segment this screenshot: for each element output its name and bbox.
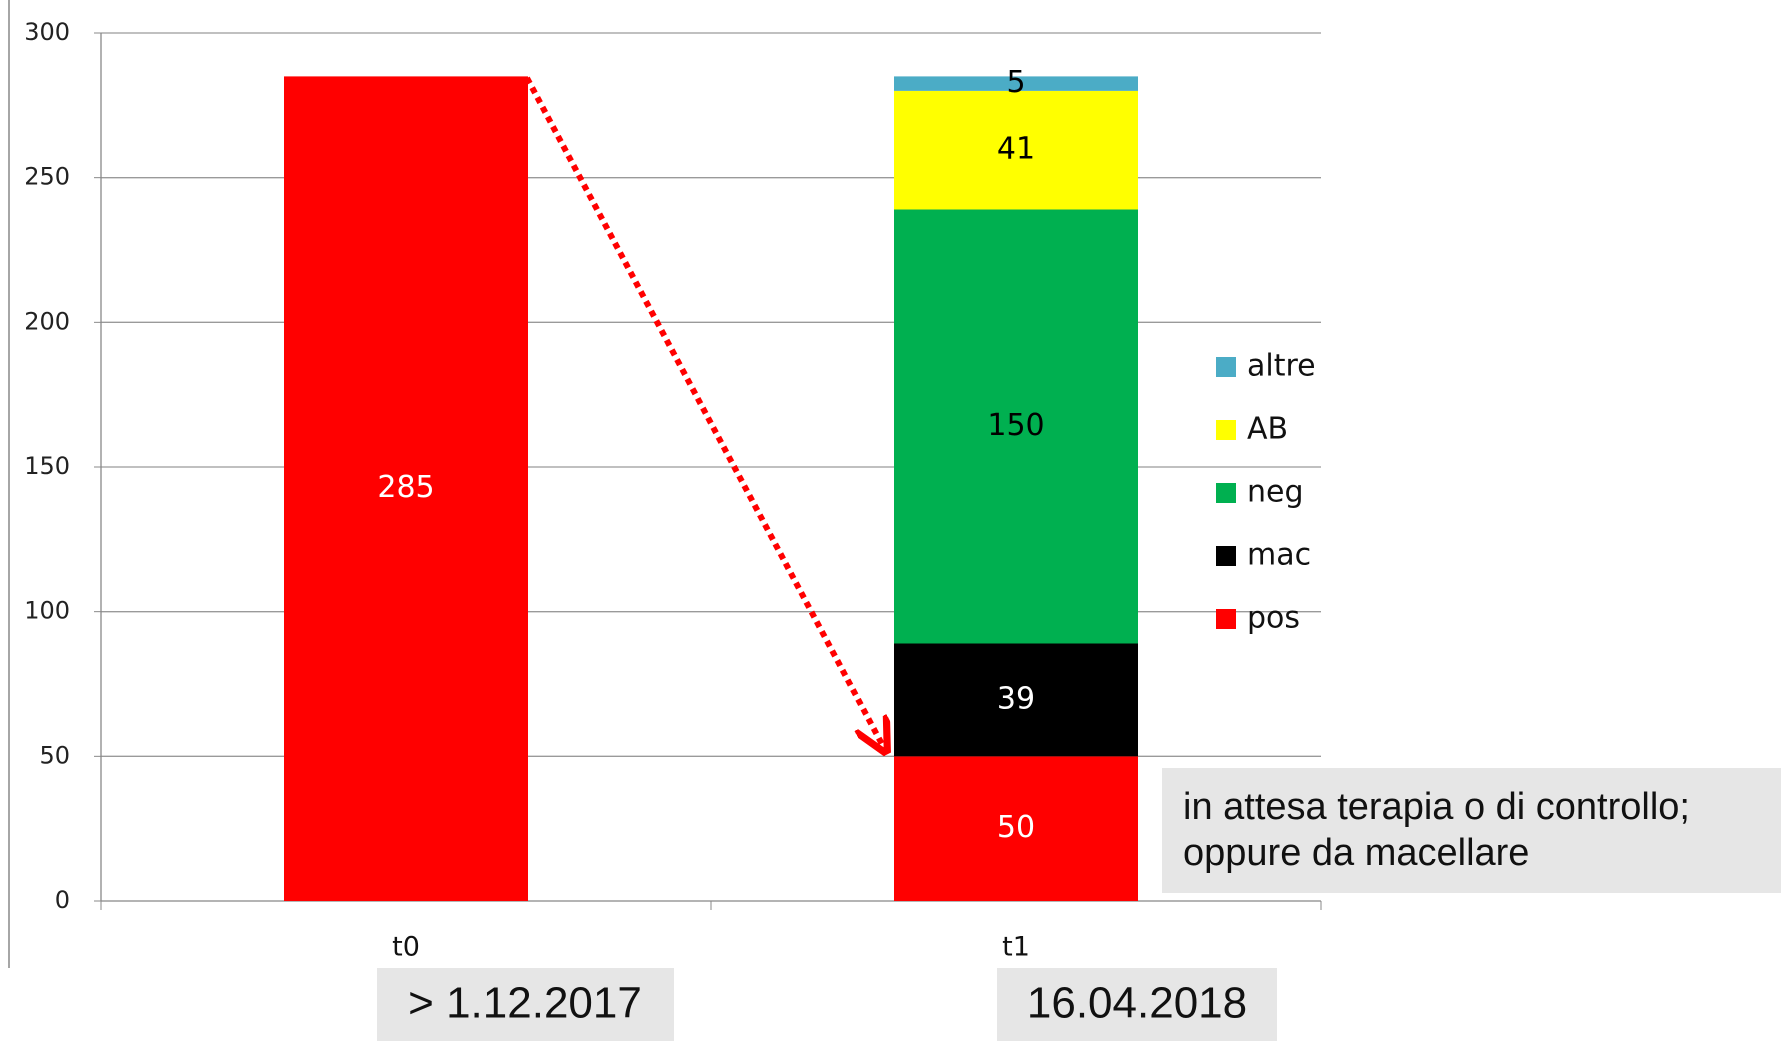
legend-label: neg (1247, 475, 1304, 510)
legend-label: AB (1247, 412, 1288, 447)
data-label: 50 (997, 810, 1035, 845)
legend-label: altre (1247, 349, 1316, 384)
x-tick-label: t1 (1002, 932, 1030, 963)
data-label: 150 (987, 408, 1044, 443)
bar-segment (894, 209, 1138, 644)
bar-segment (894, 643, 1138, 757)
data-label: 41 (997, 132, 1035, 167)
legend-label: mac (1247, 538, 1311, 573)
date: > 1.12.2017 (408, 979, 642, 1028)
legend-swatch (1216, 357, 1236, 377)
date-box (997, 968, 1277, 1041)
note-box (1162, 768, 1781, 893)
arrow (524, 76, 884, 748)
legend-swatch (1216, 420, 1236, 440)
legend-swatch (1216, 546, 1236, 566)
date: 16.04.2018 (1027, 979, 1247, 1028)
x-tick-label: t0 (392, 932, 420, 963)
note: in attesa terapia o di controllo; (1183, 786, 1690, 828)
y-tick-label: 150 (24, 452, 70, 480)
data-label: 39 (997, 681, 1035, 716)
bar-segment (894, 756, 1138, 901)
bar-segment (894, 76, 1138, 91)
y-tick-label: 100 (24, 597, 70, 625)
data-label: 5 (1006, 65, 1025, 100)
y-tick-label: 200 (24, 307, 70, 335)
date-box (377, 968, 674, 1041)
y-tick-label: 0 (55, 886, 70, 914)
y-tick-label: 50 (39, 741, 70, 769)
legend-swatch (1216, 483, 1236, 503)
bar-segment (894, 90, 1138, 210)
bar-segment (284, 76, 528, 901)
legend-swatch (1216, 609, 1236, 629)
data-label: 285 (377, 470, 434, 505)
plot: 0 50 100 150 200 250 300 t0 285 t1 50 39 150 41 5 pos ma… (24, 18, 1322, 963)
y-tick-label: 250 (24, 163, 70, 191)
y-tick-label: 300 (24, 18, 70, 46)
legend-label: pos (1247, 601, 1300, 636)
note: oppure da macellare (1183, 832, 1529, 874)
